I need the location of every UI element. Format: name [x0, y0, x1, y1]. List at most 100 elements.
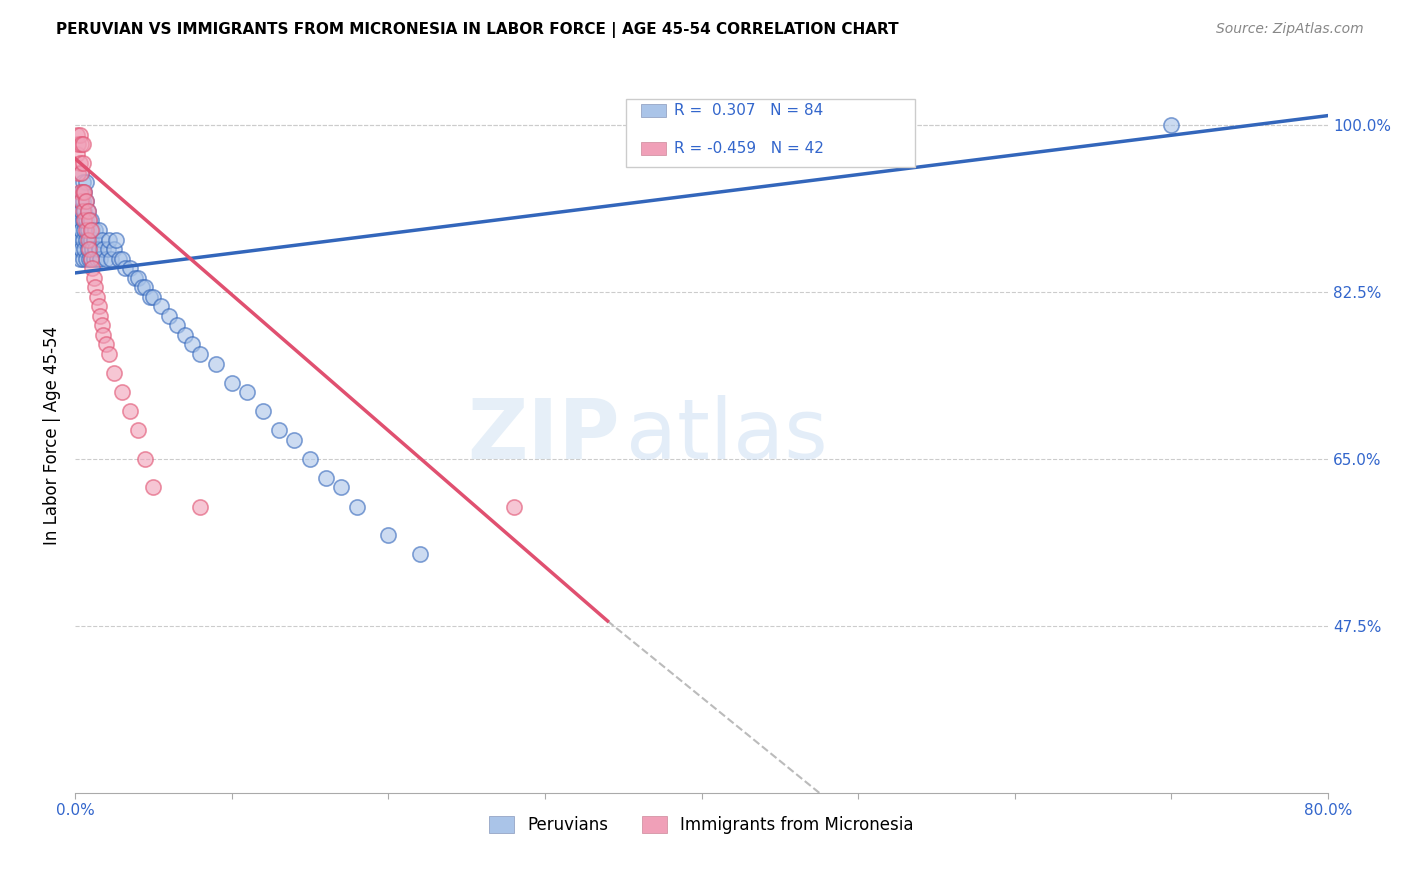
Point — [108, 252, 131, 266]
Point — [150, 299, 173, 313]
Text: R =  0.307   N = 84: R = 0.307 N = 84 — [673, 103, 824, 118]
Point — [166, 318, 188, 333]
Point — [346, 500, 368, 514]
Point — [98, 347, 121, 361]
Point — [114, 261, 136, 276]
Point — [79, 213, 101, 227]
Point — [118, 404, 141, 418]
Point — [89, 252, 111, 266]
FancyBboxPatch shape — [627, 99, 915, 167]
Point — [221, 376, 243, 390]
Point — [127, 423, 149, 437]
Bar — [641, 103, 666, 117]
Point — [79, 252, 101, 266]
Legend: Peruvians, Immigrants from Micronesia: Peruvians, Immigrants from Micronesia — [489, 816, 914, 834]
Point — [73, 223, 96, 237]
Point — [67, 223, 90, 237]
Point — [65, 213, 87, 227]
Point — [67, 242, 90, 256]
Point — [134, 451, 156, 466]
Point — [72, 233, 94, 247]
Point — [65, 128, 87, 142]
Point — [69, 156, 91, 170]
Point — [91, 327, 114, 342]
Point — [139, 290, 162, 304]
Point — [67, 137, 90, 152]
Point — [75, 252, 97, 266]
Point — [69, 194, 91, 209]
Y-axis label: In Labor Force | Age 45-54: In Labor Force | Age 45-54 — [44, 326, 60, 544]
Text: Source: ZipAtlas.com: Source: ZipAtlas.com — [1216, 22, 1364, 37]
Point — [173, 327, 195, 342]
Point — [77, 213, 100, 227]
Point — [157, 309, 180, 323]
Point — [72, 137, 94, 152]
Point — [65, 233, 87, 247]
Point — [70, 223, 93, 237]
Point — [330, 481, 353, 495]
Point — [75, 194, 97, 209]
Point — [72, 194, 94, 209]
Text: PERUVIAN VS IMMIGRANTS FROM MICRONESIA IN LABOR FORCE | AGE 45-54 CORRELATION CH: PERUVIAN VS IMMIGRANTS FROM MICRONESIA I… — [56, 22, 898, 38]
Point — [73, 185, 96, 199]
Point — [127, 270, 149, 285]
Point — [70, 203, 93, 218]
Point — [100, 252, 122, 266]
Point — [103, 242, 125, 256]
Point — [77, 252, 100, 266]
Point — [70, 166, 93, 180]
Point — [103, 366, 125, 380]
Point — [83, 252, 105, 266]
Point — [76, 203, 98, 218]
Point — [104, 233, 127, 247]
Point — [124, 270, 146, 285]
Point — [502, 500, 524, 514]
Point — [283, 433, 305, 447]
Point — [76, 223, 98, 237]
Point — [96, 252, 118, 266]
Point — [298, 451, 321, 466]
Point — [181, 337, 204, 351]
Point — [70, 194, 93, 209]
Point — [96, 337, 118, 351]
Point — [70, 185, 93, 199]
Point — [118, 261, 141, 276]
Point — [90, 233, 112, 247]
Point — [236, 385, 259, 400]
Point — [98, 233, 121, 247]
Point — [83, 233, 105, 247]
Point — [87, 299, 110, 313]
Point — [252, 404, 274, 418]
Point — [86, 252, 108, 266]
Point — [72, 203, 94, 218]
Point — [1160, 118, 1182, 132]
Point — [70, 166, 93, 180]
Point — [72, 156, 94, 170]
Point — [70, 137, 93, 152]
Point — [65, 146, 87, 161]
Point — [86, 290, 108, 304]
Point — [87, 242, 110, 256]
Point — [82, 242, 104, 256]
Point — [111, 252, 134, 266]
Point — [72, 185, 94, 199]
Point — [77, 213, 100, 227]
Point — [408, 547, 430, 561]
Point — [134, 280, 156, 294]
Point — [73, 203, 96, 218]
Point — [75, 223, 97, 237]
Point — [72, 213, 94, 227]
Point — [75, 175, 97, 189]
Point — [69, 252, 91, 266]
Point — [79, 233, 101, 247]
Point — [91, 242, 114, 256]
Point — [76, 203, 98, 218]
Point — [188, 347, 211, 361]
Point — [267, 423, 290, 437]
Point — [79, 252, 101, 266]
Text: atlas: atlas — [627, 394, 828, 475]
Point — [142, 481, 165, 495]
Point — [97, 242, 120, 256]
Point — [111, 385, 134, 400]
Point — [84, 223, 107, 237]
